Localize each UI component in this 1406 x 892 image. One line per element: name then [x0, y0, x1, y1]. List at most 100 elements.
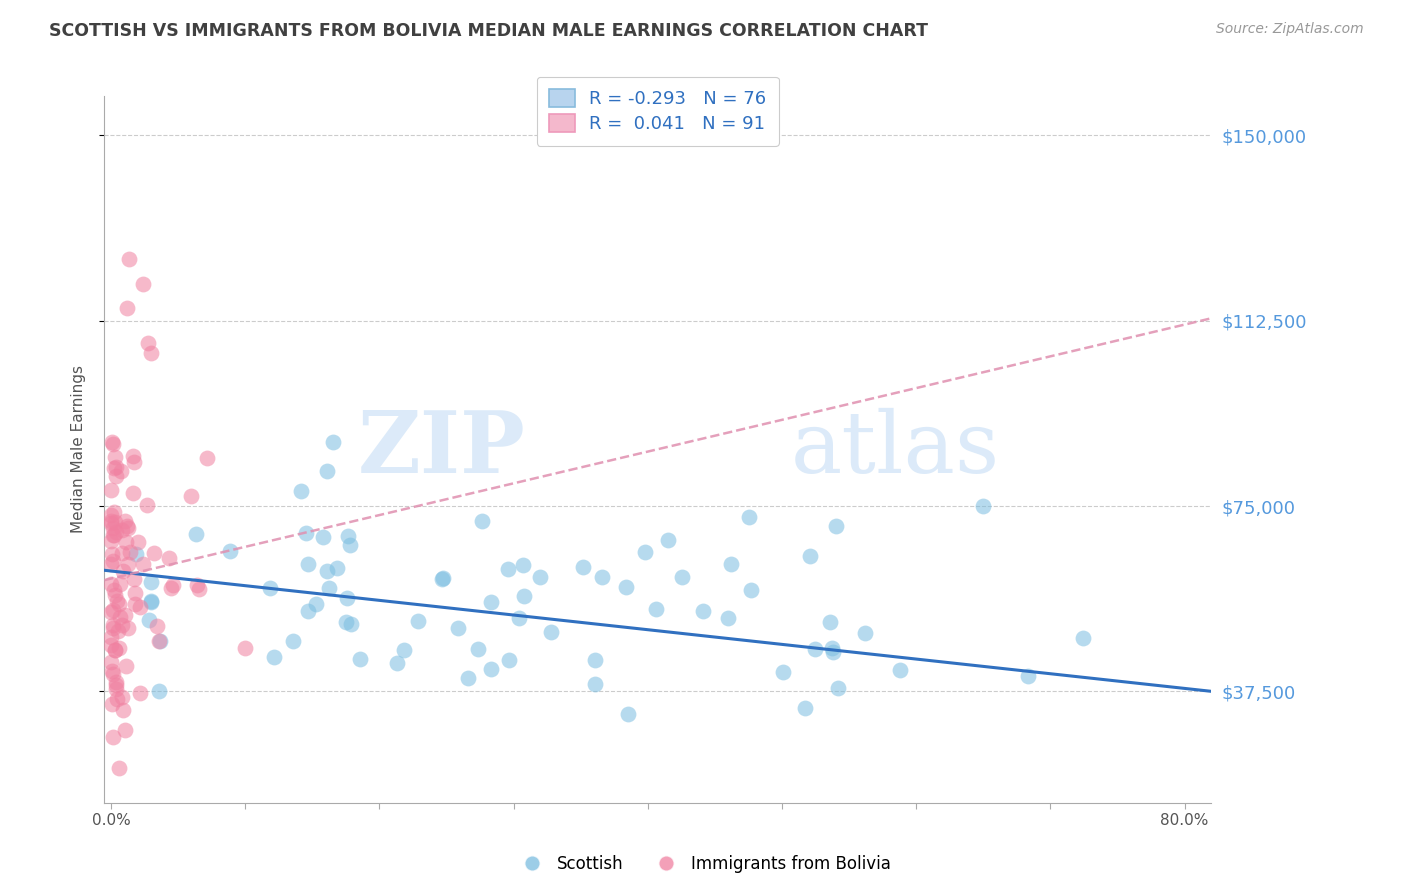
Point: [122, 573, 145, 587]
Point: [103, 583, 125, 598]
Point: [111, 690, 134, 705]
Point: [259, 581, 281, 595]
Point: [406, 614, 429, 628]
Point: [180, 489, 202, 503]
Point: [772, 665, 794, 679]
Point: [118, 545, 141, 559]
Point: [188, 582, 211, 596]
Point: [614, 580, 637, 594]
Point: [101, 697, 124, 711]
Point: [322, 434, 344, 449]
Point: [447, 621, 470, 635]
Point: [457, 671, 479, 685]
Point: [512, 589, 534, 603]
Point: [101, 528, 124, 542]
Text: atlas: atlas: [790, 408, 1000, 491]
Point: [100, 606, 122, 620]
Point: [738, 509, 761, 524]
Point: [132, 558, 155, 572]
Point: [540, 625, 562, 640]
Point: [297, 604, 319, 618]
Point: [818, 615, 841, 630]
Point: [290, 484, 312, 499]
Point: [115, 659, 138, 673]
Point: [479, 662, 502, 676]
Point: [101, 521, 124, 535]
Text: SCOTTISH VS IMMIGRANTS FROM BOLIVIA MEDIAN MALE EARNINGS CORRELATION CHART: SCOTTISH VS IMMIGRANTS FROM BOLIVIA MEDI…: [49, 22, 928, 40]
Point: [104, 450, 127, 464]
Point: [101, 618, 124, 632]
Point: [118, 252, 141, 266]
Point: [103, 666, 125, 681]
Point: [617, 707, 640, 722]
Point: [114, 514, 136, 528]
Point: [827, 681, 849, 696]
Point: [432, 570, 454, 584]
Point: [127, 535, 149, 549]
Point: [312, 530, 335, 544]
Point: [105, 681, 128, 696]
Point: [124, 598, 146, 612]
Point: [100, 577, 122, 591]
Point: [100, 508, 122, 522]
Text: Source: ZipAtlas.com: Source: ZipAtlas.com: [1216, 22, 1364, 37]
Point: [124, 586, 146, 600]
Point: [143, 546, 166, 560]
Point: [103, 437, 125, 451]
Point: [104, 524, 127, 539]
Point: [101, 434, 124, 449]
Point: [972, 499, 994, 513]
Point: [101, 622, 124, 636]
Point: [100, 558, 122, 572]
Point: [139, 575, 162, 590]
Point: [853, 625, 876, 640]
Point: [318, 581, 340, 595]
Point: [128, 686, 150, 700]
Point: [740, 583, 762, 598]
Point: [107, 761, 129, 775]
Point: [162, 578, 184, 592]
Point: [100, 534, 122, 549]
Point: [467, 641, 489, 656]
Point: [821, 641, 844, 656]
Point: [114, 723, 136, 738]
Point: [160, 581, 183, 595]
Point: [104, 515, 127, 529]
Point: [122, 455, 145, 469]
Point: [219, 543, 242, 558]
Point: [115, 534, 138, 549]
Point: [799, 549, 821, 563]
Point: [304, 597, 326, 611]
Point: [340, 617, 363, 632]
Point: [148, 684, 170, 698]
Point: [117, 557, 139, 571]
Point: [114, 608, 136, 623]
Point: [283, 633, 305, 648]
Point: [141, 346, 163, 360]
Point: [100, 547, 122, 561]
Point: [335, 615, 357, 629]
Point: [645, 602, 668, 616]
Point: [157, 551, 180, 566]
Point: [115, 301, 138, 316]
Point: [889, 663, 911, 677]
Point: [111, 618, 134, 632]
Point: [115, 518, 138, 533]
Point: [110, 464, 132, 478]
Point: [111, 703, 134, 717]
Point: [720, 557, 742, 571]
Point: [508, 611, 530, 625]
Point: [337, 529, 360, 543]
Point: [108, 597, 131, 611]
Point: [105, 594, 128, 608]
Point: [385, 656, 408, 670]
Point: [108, 640, 131, 655]
Point: [139, 594, 162, 608]
Point: [105, 692, 128, 706]
Point: [101, 554, 124, 568]
Point: [233, 641, 256, 656]
Point: [104, 675, 127, 690]
Point: [583, 677, 606, 691]
Point: [295, 526, 318, 541]
Point: [825, 518, 848, 533]
